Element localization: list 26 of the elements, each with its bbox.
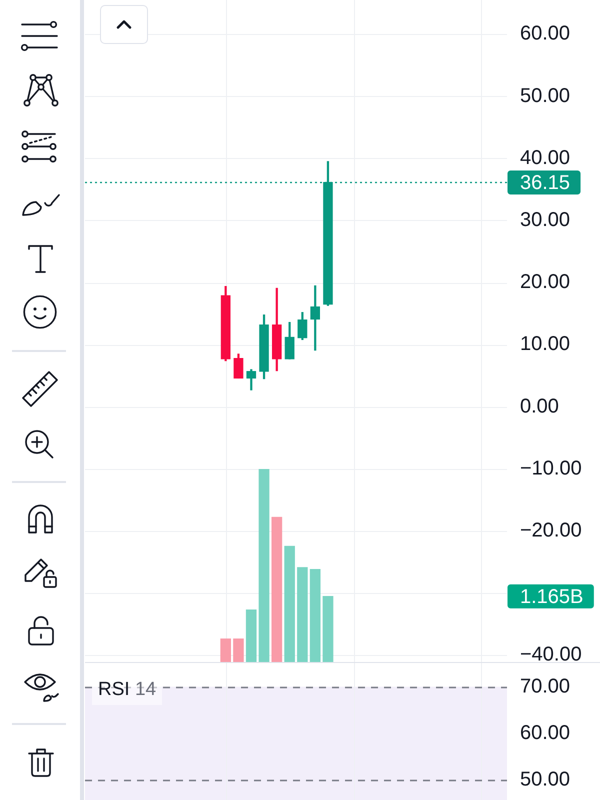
bar bbox=[297, 567, 308, 662]
y-tick-label: −40.00 bbox=[520, 644, 582, 666]
text: 1.165B bbox=[520, 586, 584, 608]
bar bbox=[246, 610, 257, 662]
y-tick-label: 60.00 bbox=[520, 722, 570, 744]
y-tick-label: −20.00 bbox=[520, 519, 582, 542]
y-tick-label: 60.00 bbox=[520, 22, 570, 45]
y-tick-label: 50.00 bbox=[520, 768, 570, 790]
text: RSI 14 bbox=[98, 679, 156, 700]
y-tick-label: 10.00 bbox=[520, 333, 570, 356]
y-tick-label: 40.00 bbox=[520, 146, 570, 169]
y-tick-label: 20.00 bbox=[520, 271, 570, 294]
y-tick-label: 30.00 bbox=[520, 208, 570, 231]
y-tick-label: 70.00 bbox=[520, 675, 570, 698]
y-tick-label: −10.00 bbox=[520, 457, 582, 480]
bar bbox=[220, 638, 231, 662]
candlestick bbox=[310, 285, 320, 351]
ref-line-label: 36.15 bbox=[520, 172, 570, 194]
bar bbox=[271, 516, 282, 662]
bar bbox=[322, 596, 334, 662]
y-tick-label: 0.00 bbox=[520, 395, 559, 418]
bar bbox=[284, 546, 295, 662]
y-tick-label: 50.00 bbox=[520, 84, 570, 107]
bar bbox=[233, 638, 244, 662]
bar bbox=[310, 569, 321, 662]
bar bbox=[258, 469, 270, 662]
